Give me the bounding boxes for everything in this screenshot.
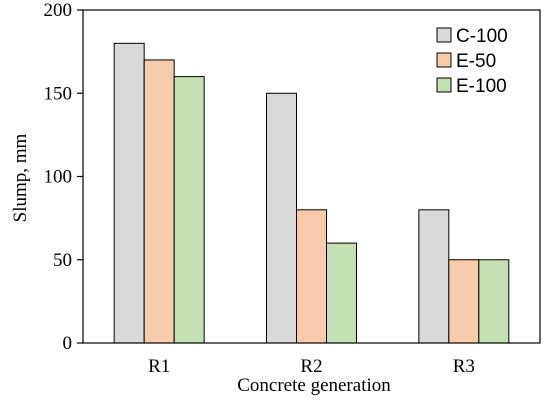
bar-c-100-r3 [418,209,450,344]
y-tick-label: 200 [44,0,73,21]
x-tick-label: R1 [148,356,170,377]
y-tick-label: 100 [44,167,73,188]
bar-e-100-r2 [326,242,357,344]
legend-swatch [436,27,452,43]
bar-e-50-r1 [143,59,175,344]
bar-e-100-r3 [478,259,510,344]
bar-e-50-r3 [448,259,480,344]
y-axis-label: Slump, mm [10,133,31,222]
x-axis-label: Concrete generation [237,375,391,396]
y-tick-label: 0 [63,333,73,354]
bar-e-100-r1 [173,76,205,344]
plot-area-frame [82,9,541,344]
bar-c-100-r1 [113,42,145,344]
legend-label: C-100 [456,26,508,47]
bar-c-100-r2 [266,92,297,344]
legend-label: E-100 [456,76,507,97]
x-axis-ticks: R1 R2 R3 [148,356,475,377]
x-tick-label: R2 [300,356,322,377]
x-tick-label: R3 [453,356,475,377]
y-tick-label: 50 [53,250,72,271]
y-tick-label: 150 [44,83,73,104]
bar-e-50-r2 [296,209,327,344]
legend-label: E-50 [456,51,496,72]
legend-swatch [436,77,452,93]
legend-swatch [436,52,452,68]
y-axis-ticks: 0 50 100 150 200 [44,0,83,354]
bar-series [113,42,510,344]
legend: C-100 E-50 E-100 [436,26,508,97]
